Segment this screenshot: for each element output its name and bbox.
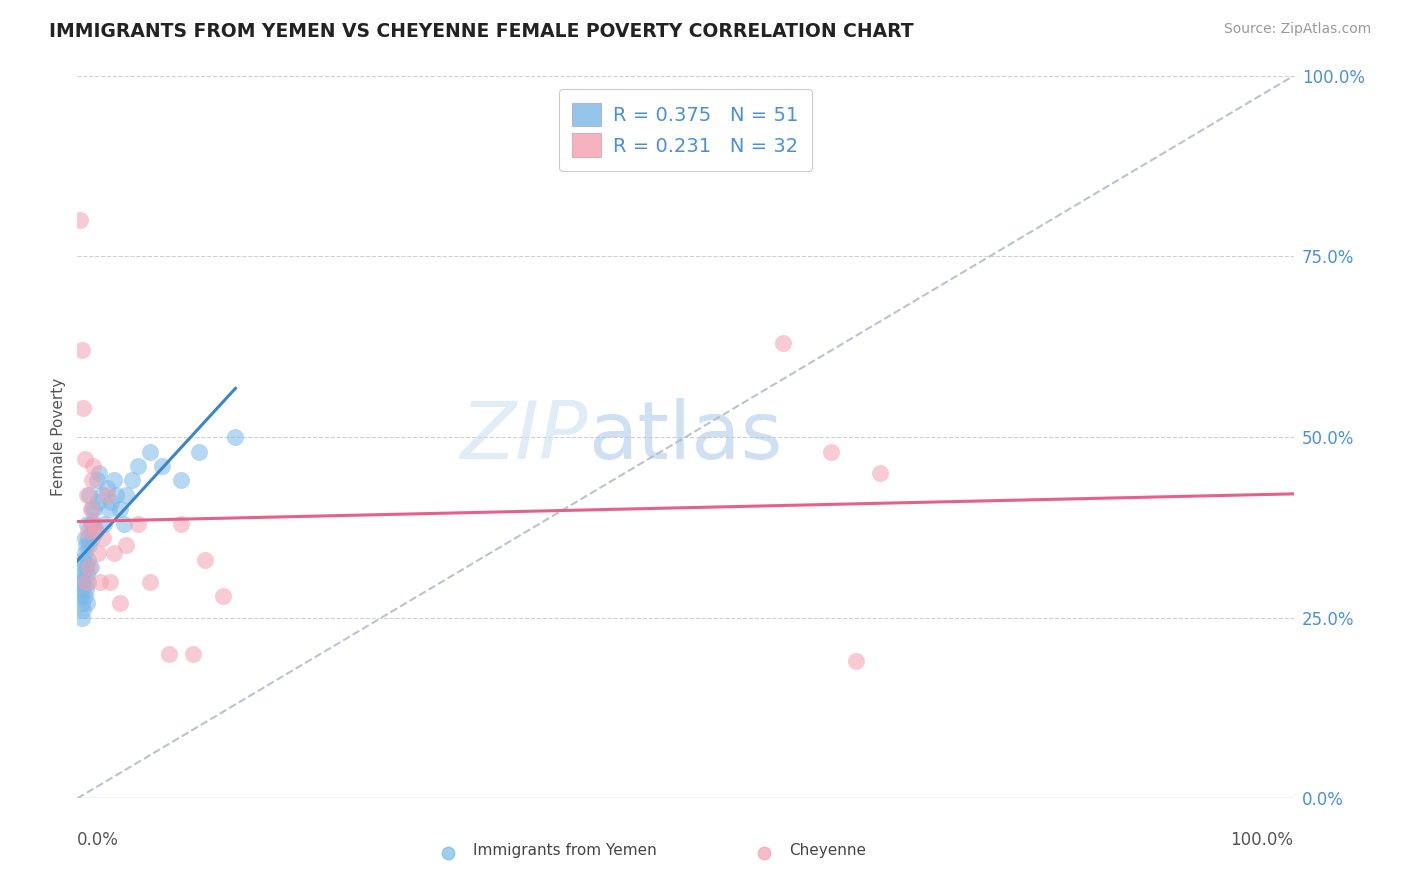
Text: atlas: atlas: [588, 398, 783, 476]
Point: [75, 582, 97, 596]
Point: [224, 430, 246, 444]
Point: [869, 466, 891, 480]
Point: [87, 495, 110, 509]
Point: [188, 444, 211, 458]
Point: [70, 610, 93, 624]
Point: [79, 488, 101, 502]
Text: 0.0%: 0.0%: [77, 830, 120, 849]
Point: [72, 603, 94, 617]
Point: [115, 488, 138, 502]
Point: [86, 474, 108, 488]
Point: [139, 444, 162, 458]
Point: [75, 560, 97, 574]
Point: [73, 531, 96, 545]
Point: [72, 574, 94, 589]
Text: ZIP: ZIP: [461, 398, 588, 476]
Point: [90, 488, 112, 502]
Point: [83, 502, 105, 516]
Legend: R = 0.375   N = 51, R = 0.231   N = 32: R = 0.375 N = 51, R = 0.231 N = 32: [558, 89, 813, 170]
Point: [70, 596, 93, 610]
Point: [194, 553, 217, 567]
Point: [80, 502, 103, 516]
Point: [96, 481, 118, 495]
Point: [76, 567, 98, 582]
Point: [121, 474, 143, 488]
Point: [127, 458, 149, 473]
Point: [108, 502, 131, 516]
Point: [72, 401, 94, 416]
Point: [79, 560, 101, 574]
Point: [115, 539, 138, 553]
Point: [772, 336, 794, 351]
Point: [103, 546, 125, 560]
Y-axis label: Female Poverty: Female Poverty: [51, 378, 66, 496]
Point: [77, 574, 100, 589]
Point: [105, 488, 128, 502]
Point: [80, 502, 103, 516]
Point: [97, 502, 120, 516]
Point: [98, 574, 121, 589]
Text: Cheyenne: Cheyenne: [789, 843, 866, 858]
Point: [89, 574, 111, 589]
Point: [80, 560, 103, 574]
Point: [69, 213, 91, 227]
Point: [77, 531, 100, 545]
Point: [87, 546, 110, 560]
Point: [80, 516, 103, 531]
Point: [96, 488, 118, 502]
Point: [70, 582, 93, 596]
Point: [89, 466, 111, 480]
Point: [75, 574, 97, 589]
Point: [82, 458, 104, 473]
Point: [75, 539, 97, 553]
Point: [820, 444, 842, 458]
Point: [73, 451, 96, 466]
Point: [112, 516, 135, 531]
Point: [83, 516, 105, 531]
Point: [76, 516, 98, 531]
Text: Source: ZipAtlas.com: Source: ZipAtlas.com: [1223, 22, 1371, 37]
Point: [79, 539, 101, 553]
Point: [181, 647, 204, 661]
Point: [127, 516, 149, 531]
Point: [80, 531, 103, 545]
Point: [845, 654, 868, 668]
Point: [139, 574, 162, 589]
Point: [103, 474, 125, 488]
Point: [157, 647, 180, 661]
Point: [73, 589, 96, 603]
Point: [70, 343, 93, 358]
Point: [70, 560, 93, 574]
Point: [82, 516, 104, 531]
Point: [84, 524, 107, 538]
Point: [76, 596, 98, 610]
Text: Immigrants from Yemen: Immigrants from Yemen: [472, 843, 657, 858]
Point: [72, 553, 94, 567]
Point: [170, 474, 193, 488]
Point: [72, 567, 94, 582]
Point: [77, 524, 100, 538]
Point: [76, 488, 98, 502]
Point: [80, 474, 103, 488]
Point: [91, 531, 114, 545]
Point: [84, 524, 107, 538]
Text: IMMIGRANTS FROM YEMEN VS CHEYENNE FEMALE POVERTY CORRELATION CHART: IMMIGRANTS FROM YEMEN VS CHEYENNE FEMALE…: [49, 22, 914, 41]
Text: 100.0%: 100.0%: [1230, 830, 1294, 849]
Point: [93, 516, 115, 531]
Point: [152, 458, 174, 473]
Point: [73, 546, 96, 560]
Point: [100, 495, 122, 509]
Point: [212, 589, 235, 603]
Point: [108, 596, 131, 610]
Point: [70, 589, 93, 603]
Point: [170, 516, 193, 531]
Point: [70, 574, 93, 589]
Point: [77, 553, 100, 567]
